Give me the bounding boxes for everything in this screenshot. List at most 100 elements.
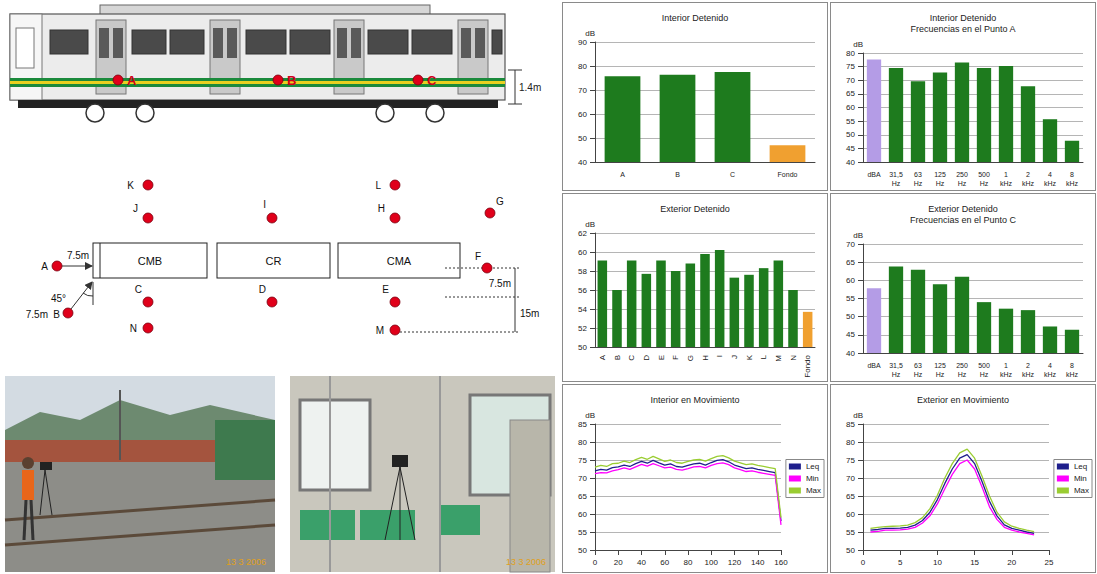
- svg-text:15m: 15m: [520, 308, 539, 319]
- svg-text:Fondo: Fondo: [778, 171, 798, 178]
- svg-text:56: 56: [578, 286, 587, 295]
- svg-text:55: 55: [846, 294, 855, 303]
- svg-text:45: 45: [846, 330, 855, 339]
- svg-text:1.4m: 1.4m: [519, 82, 541, 93]
- svg-text:60: 60: [578, 110, 587, 119]
- svg-text:60: 60: [846, 510, 855, 519]
- svg-text:500: 500: [978, 362, 990, 369]
- svg-text:58: 58: [578, 267, 587, 276]
- svg-text:120: 120: [728, 558, 742, 567]
- svg-text:Hz: Hz: [892, 180, 901, 187]
- svg-text:125: 125: [934, 171, 946, 178]
- svg-text:Hz: Hz: [936, 180, 945, 187]
- svg-text:C: C: [730, 171, 735, 178]
- svg-text:20: 20: [1007, 558, 1016, 567]
- svg-text:60: 60: [846, 103, 855, 112]
- svg-text:70: 70: [846, 76, 855, 85]
- svg-text:80: 80: [684, 558, 693, 567]
- svg-text:A: A: [41, 261, 48, 272]
- svg-text:15: 15: [970, 558, 979, 567]
- svg-text:kHz: kHz: [1066, 371, 1079, 378]
- svg-text:K: K: [745, 354, 754, 360]
- svg-text:80: 80: [846, 49, 855, 58]
- svg-text:75: 75: [846, 62, 855, 71]
- svg-text:63: 63: [914, 171, 922, 178]
- svg-text:8: 8: [1070, 171, 1074, 178]
- svg-text:70: 70: [846, 240, 855, 249]
- svg-text:2: 2: [1026, 362, 1030, 369]
- svg-text:C: C: [135, 284, 142, 295]
- svg-text:75: 75: [846, 456, 855, 465]
- svg-text:kHz: kHz: [1066, 180, 1079, 187]
- svg-text:50: 50: [846, 312, 855, 321]
- svg-text:I: I: [263, 199, 266, 210]
- svg-text:kHz: kHz: [1022, 371, 1035, 378]
- svg-text:8: 8: [1070, 362, 1074, 369]
- svg-text:2: 2: [1026, 171, 1030, 178]
- svg-text:7.5m: 7.5m: [67, 250, 89, 261]
- svg-text:55: 55: [846, 528, 855, 537]
- svg-text:M: M: [774, 355, 783, 362]
- svg-text:70: 70: [578, 86, 587, 95]
- svg-text:65: 65: [578, 492, 587, 501]
- svg-text:55: 55: [578, 528, 587, 537]
- svg-text:500: 500: [978, 171, 990, 178]
- svg-text:kHz: kHz: [1044, 371, 1057, 378]
- svg-text:80: 80: [846, 438, 855, 447]
- svg-text:A: A: [127, 73, 137, 88]
- svg-text:dB: dB: [853, 40, 863, 49]
- svg-text:Max: Max: [1074, 486, 1089, 495]
- svg-text:H: H: [378, 203, 385, 214]
- svg-text:CMB: CMB: [138, 255, 162, 267]
- svg-text:G: G: [496, 196, 504, 207]
- svg-text:Leq: Leq: [1074, 462, 1087, 471]
- svg-text:45°: 45°: [51, 293, 66, 304]
- svg-text:4: 4: [1048, 171, 1052, 178]
- svg-text:5: 5: [898, 558, 903, 567]
- svg-text:140: 140: [751, 558, 765, 567]
- svg-text:Hz: Hz: [914, 180, 923, 187]
- svg-text:kHz: kHz: [1000, 371, 1013, 378]
- svg-text:7.5m: 7.5m: [489, 278, 511, 289]
- svg-text:CR: CR: [266, 255, 282, 267]
- svg-text:0: 0: [861, 558, 866, 567]
- svg-text:A: A: [620, 171, 625, 178]
- svg-text:4: 4: [1048, 362, 1052, 369]
- svg-text:Interior en Movimiento: Interior en Movimiento: [650, 395, 739, 405]
- svg-text:13 3 2006: 13 3 2006: [226, 557, 266, 567]
- svg-text:31,5: 31,5: [889, 362, 903, 369]
- svg-text:dBA: dBA: [867, 171, 881, 178]
- svg-text:dB: dB: [585, 411, 595, 420]
- svg-text:80: 80: [578, 62, 587, 71]
- svg-text:65: 65: [846, 89, 855, 98]
- svg-text:60: 60: [578, 248, 587, 257]
- svg-text:Exterior Detenido: Exterior Detenido: [660, 204, 730, 214]
- svg-text:160: 160: [774, 558, 788, 567]
- svg-text:Exterior Detenido: Exterior Detenido: [928, 204, 998, 214]
- svg-text:E: E: [382, 284, 389, 295]
- svg-text:B: B: [287, 73, 296, 88]
- svg-text:1: 1: [1004, 362, 1008, 369]
- svg-text:25: 25: [1045, 558, 1054, 567]
- svg-text:E: E: [657, 355, 666, 360]
- svg-text:40: 40: [578, 158, 587, 167]
- svg-text:55: 55: [846, 117, 855, 126]
- svg-text:H: H: [701, 355, 710, 361]
- svg-text:70: 70: [578, 474, 587, 483]
- svg-text:90: 90: [578, 38, 587, 47]
- svg-text:F: F: [475, 251, 481, 262]
- svg-text:13 3 2006: 13 3 2006: [506, 557, 546, 567]
- svg-text:7.5m: 7.5m: [26, 309, 48, 320]
- svg-text:60: 60: [846, 276, 855, 285]
- svg-text:62: 62: [578, 229, 587, 238]
- svg-text:65: 65: [846, 258, 855, 267]
- svg-text:52: 52: [578, 324, 587, 333]
- svg-text:M: M: [376, 325, 384, 336]
- svg-text:D: D: [259, 284, 266, 295]
- svg-text:Hz: Hz: [914, 371, 923, 378]
- svg-text:B: B: [675, 171, 680, 178]
- svg-text:I: I: [715, 355, 724, 357]
- svg-text:10: 10: [933, 558, 942, 567]
- svg-text:80: 80: [578, 438, 587, 447]
- svg-text:kHz: kHz: [1022, 180, 1035, 187]
